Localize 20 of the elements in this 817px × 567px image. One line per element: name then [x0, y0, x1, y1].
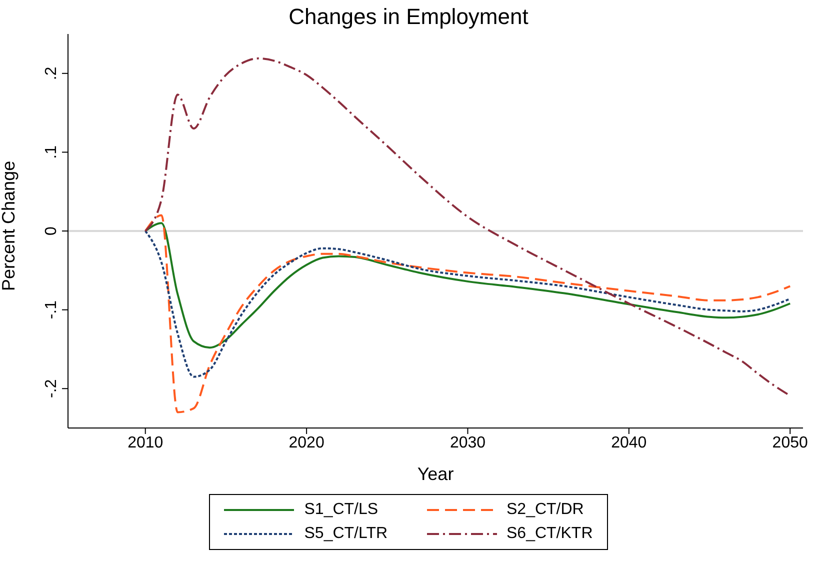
line-series — [144, 222, 792, 349]
chart-title: Changes in Employment — [288, 3, 530, 31]
x-tick-label: 2020 — [288, 434, 324, 452]
x-tick-label: 2040 — [611, 434, 647, 452]
legend-label: S6_CT/KTR — [506, 525, 593, 543]
line-series — [144, 214, 792, 414]
legend-label: S1_CT/LS — [304, 501, 378, 519]
x-tick-label: 2010 — [128, 434, 164, 452]
y-axis-title: Percent Change — [0, 160, 18, 291]
y-tick-label: .2 — [43, 66, 60, 80]
legend-label: S2_CT/DR — [506, 501, 584, 519]
y-tick-label: .1 — [43, 145, 60, 159]
x-tick-label: 2030 — [450, 434, 486, 452]
legend-label: S5_CT/LTR — [304, 525, 388, 543]
y-tick-label: -.1 — [43, 300, 60, 320]
y-tick-label: -.2 — [43, 379, 60, 398]
line-series — [144, 230, 792, 378]
y-tick-label: 0 — [43, 226, 60, 236]
x-axis-title: Year — [417, 464, 454, 484]
x-tick-label: 2050 — [772, 434, 808, 452]
